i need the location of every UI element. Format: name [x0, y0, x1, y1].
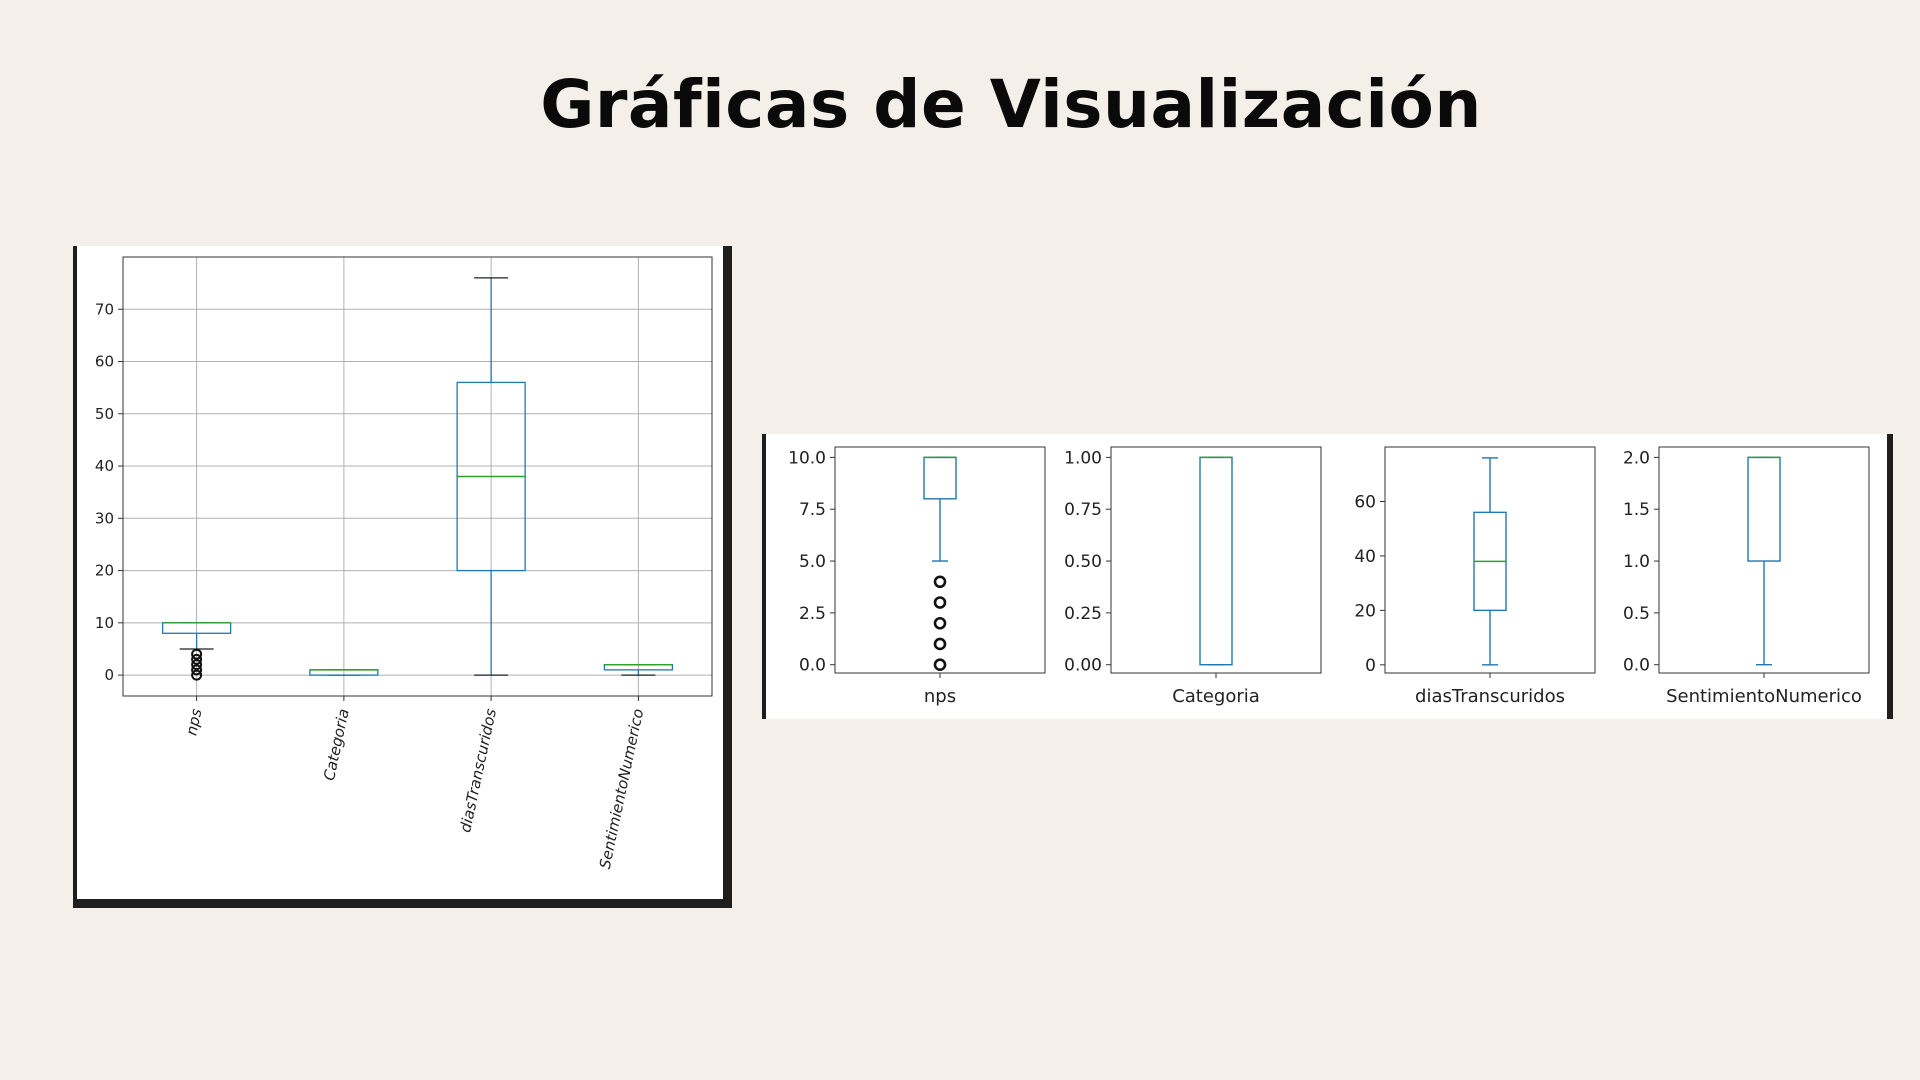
subplot-frame-Categoria	[1110, 446, 1322, 674]
x-tick-label: Categoria	[320, 707, 353, 782]
outlier-point	[191, 648, 203, 660]
y-tick-label: 0.00	[1064, 656, 1102, 676]
y-tick-label: 40	[1354, 547, 1376, 567]
y-tick-label: 0	[104, 666, 114, 684]
y-tick-label: 0.50	[1064, 552, 1102, 572]
y-tick-label: 30	[95, 509, 114, 527]
outlier-point	[933, 575, 947, 589]
y-tick-label: 10.0	[788, 448, 826, 468]
y-tick-label: 20	[1354, 601, 1376, 621]
y-tick-label: 40	[95, 457, 114, 475]
y-tick-label: 1.0	[1623, 552, 1650, 572]
x-tick-label: SentimientoNumerico	[596, 707, 648, 870]
y-tick-label: 50	[95, 405, 114, 423]
y-tick-label: 70	[95, 300, 114, 318]
y-tick-label: 0.0	[1623, 656, 1650, 676]
combined-boxplot-chart: 0 10 20 30 40 50 60 70 nps Categoria diasTranscuri…	[73, 246, 732, 908]
frame-right-edge	[723, 246, 732, 908]
y-tick-label: 60	[1354, 492, 1376, 512]
x-tick-label: diasTranscuridos	[1415, 686, 1565, 707]
frame-left-edge	[73, 246, 77, 908]
y-tick-label: 5.0	[799, 552, 826, 572]
y-tick-label: 20	[95, 562, 114, 580]
outlier-point	[191, 653, 203, 665]
box-nps	[923, 456, 957, 500]
y-tick-label: 0	[1365, 656, 1376, 676]
y-tick-label: 10	[95, 614, 114, 632]
box-SentimientoNumerico	[1747, 456, 1781, 562]
frame-right-edge	[1887, 434, 1893, 719]
y-tick-label: 0.75	[1064, 500, 1102, 520]
y-tick-label: 0.5	[1623, 604, 1650, 624]
outlier-point	[191, 669, 203, 681]
x-tick-label: diasTranscuridos	[456, 707, 500, 834]
y-tick-label: 2.5	[799, 604, 826, 624]
y-tick-label: 2.0	[1623, 448, 1650, 468]
outlier-point	[191, 659, 203, 671]
y-tick-label: 1.5	[1623, 500, 1650, 520]
plot-frame	[122, 256, 713, 697]
outlier-point	[933, 596, 947, 609]
x-tick-label: SentimientoNumerico	[1666, 686, 1862, 707]
x-tick-label: Categoria	[1172, 686, 1260, 707]
x-tick-label: nps	[182, 707, 205, 737]
y-tick-label: 7.5	[799, 500, 826, 520]
subplots-boxplot-svg: 0.02.55.07.510.0nps0.000.250.500.751.00C…	[762, 434, 1893, 719]
y-tick-label: 60	[95, 353, 114, 371]
outlier-point	[933, 637, 947, 651]
page-title: Gráficas de Visualización	[540, 66, 1482, 143]
combined-boxplot-svg: 0 10 20 30 40 50 60 70 nps Categoria diasTranscuri…	[73, 246, 732, 908]
frame-left-edge	[762, 434, 766, 719]
outlier-point	[933, 616, 947, 630]
outlier-point	[191, 664, 203, 676]
y-tick-label: 0.25	[1064, 604, 1102, 624]
x-tick-label: nps	[924, 686, 956, 707]
y-tick-label: 0.0	[799, 656, 826, 676]
outlier-point	[933, 658, 947, 672]
box-Categoria	[1199, 456, 1233, 666]
subplots-boxplot-chart: 0.0 2.5 5.0 7.5 10.0 nps 0.00 0.25 0.50 0.75 1.00 C…	[762, 434, 1893, 719]
y-tick-label: 1.00	[1064, 448, 1102, 468]
frame-bottom-edge	[73, 899, 732, 908]
